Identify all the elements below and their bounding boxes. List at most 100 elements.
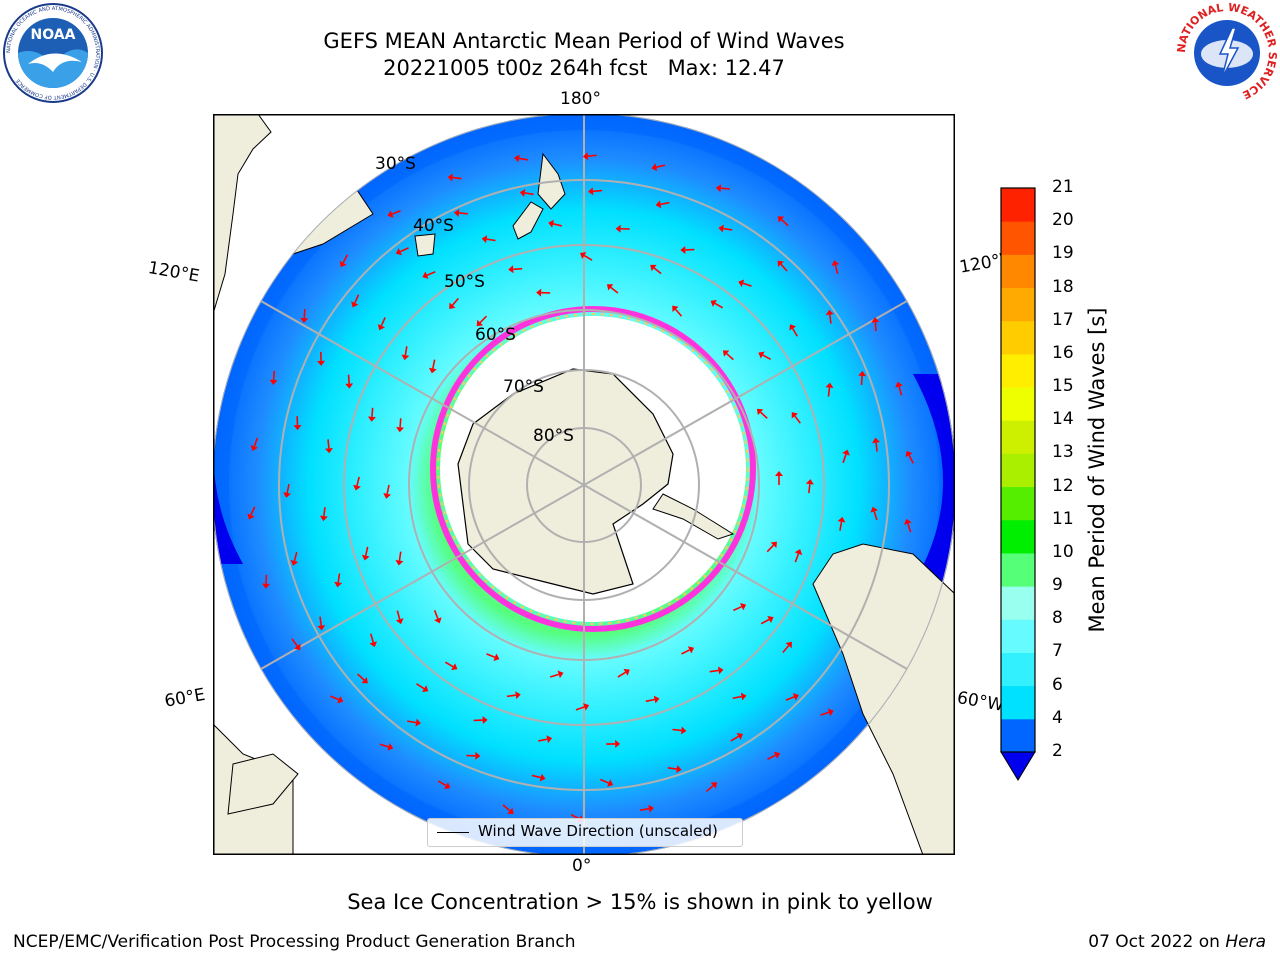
wind-arrow — [407, 720, 417, 724]
wind-arrow-head — [339, 260, 347, 268]
wind-arrow — [399, 247, 409, 253]
wind-arrow-head — [294, 643, 301, 651]
wind-arrow-head — [449, 302, 456, 309]
wind-arrow — [617, 671, 626, 678]
wind-arrow-head — [653, 695, 660, 704]
lon-label-120e: 120°E — [146, 258, 201, 287]
wind-arrow — [592, 189, 603, 193]
wind-arrow — [714, 302, 724, 309]
colorbar-segment — [1001, 486, 1035, 521]
wind-arrow — [396, 610, 401, 620]
lon-label-180: 180° — [560, 89, 601, 109]
wind-arrow — [827, 387, 831, 397]
wind-arrow — [458, 212, 468, 215]
wind-arrow-head — [579, 252, 587, 260]
colorbar-tick-label: 13 — [1052, 442, 1074, 463]
wind-arrow — [342, 254, 349, 264]
wind-arrow — [291, 638, 298, 647]
wind-arrow-head — [493, 653, 500, 661]
wind-arrow — [762, 354, 772, 361]
wind-arrow-head — [395, 247, 402, 256]
wind-arrow-head — [345, 383, 354, 389]
wind-arrow-head — [680, 245, 686, 254]
lon-label-0: 0° — [572, 856, 592, 876]
wind-arrow-head — [387, 743, 394, 751]
wind-arrow-head — [758, 351, 765, 359]
polar-map: 30°S 40°S 50°S 60°S 70°S 80°S — [213, 114, 955, 855]
wind-arrow-head — [655, 200, 662, 209]
wind-arrow — [583, 254, 593, 261]
wind-arrow — [660, 201, 670, 206]
wind-arrow-head — [672, 305, 679, 313]
wind-arrow-head — [895, 381, 903, 388]
wind-arrow — [391, 209, 401, 215]
wind-arrow-head — [651, 163, 658, 172]
wind-arrow — [513, 267, 523, 271]
wind-arrow-head — [557, 670, 564, 679]
colorbar-segment — [1001, 353, 1035, 388]
legend-label: Wind Wave Direction (unscaled) — [478, 822, 718, 840]
wind-arrow-head — [428, 367, 437, 374]
wind-arrow — [610, 286, 619, 294]
sea-ice-note: Sea Ice Concentration > 15% is shown in … — [347, 890, 933, 914]
wind-arrow — [552, 223, 563, 227]
wind-arrow — [834, 264, 839, 275]
colorbar-segment — [1001, 387, 1035, 421]
wind-arrow-head — [805, 479, 814, 485]
wind-arrow-head — [377, 324, 386, 331]
colorbar-segment — [1001, 221, 1035, 255]
wind-arrow — [720, 187, 730, 190]
colorbar-segment — [1001, 619, 1035, 653]
wind-arrow-head — [536, 288, 542, 297]
wind-arrow — [780, 219, 789, 227]
wind-arrow — [356, 476, 360, 486]
wind-arrow-head — [687, 646, 695, 654]
wind-arrow-head — [680, 726, 687, 735]
wind-arrow — [337, 573, 341, 583]
wind-arrow — [672, 728, 682, 732]
wind-arrow-head — [353, 484, 361, 491]
colorbar-tick-label: 14 — [1052, 409, 1074, 430]
wind-arrow-head — [842, 449, 850, 456]
wind-arrow — [873, 511, 878, 521]
lat-label-60s: 60°S — [475, 325, 516, 345]
wind-arrow — [780, 263, 788, 272]
wind-arrow-head — [740, 692, 747, 701]
colorbar-segment — [1001, 586, 1035, 620]
wind-arrow-head — [514, 154, 520, 163]
wind-arrow-head — [290, 559, 299, 566]
footer-machine: Hera — [1225, 932, 1266, 952]
wind-arrow-head — [583, 703, 590, 711]
wind-arrow-head — [269, 379, 278, 385]
wind-arrow-head — [539, 773, 546, 782]
wind-arrow — [782, 645, 790, 654]
wind-arrow-head — [481, 235, 488, 244]
colorbar-segment — [1001, 287, 1035, 322]
wind-arrow-head — [319, 515, 328, 522]
wind-arrow-head — [872, 437, 881, 444]
lat-label-80s: 80°S — [533, 426, 574, 446]
wind-arrow-head — [827, 708, 834, 717]
wind-arrow-head — [607, 779, 614, 787]
wind-arrow — [330, 695, 340, 701]
wind-arrow — [452, 176, 462, 180]
wind-arrow-head — [367, 416, 376, 422]
wind-arrow — [399, 418, 402, 428]
wind-arrow-head — [775, 471, 783, 476]
wind-arrow — [907, 523, 912, 533]
wind-arrow-head — [395, 618, 404, 625]
wind-arrow-head — [422, 271, 429, 279]
noaa-logo: NOAA NATIONAL OCEANIC AND ATMOSPHERIC AD… — [2, 2, 104, 104]
wind-arrow — [726, 353, 734, 361]
wind-arrow — [303, 309, 306, 319]
wind-arrow — [286, 484, 290, 494]
wind-arrow-head — [324, 447, 333, 454]
wind-arrow-head — [718, 224, 724, 233]
wind-arrow-head — [738, 279, 745, 288]
colorbar-segment — [1001, 652, 1035, 687]
wind-arrow — [645, 698, 655, 703]
wind-arrow-head — [361, 677, 368, 684]
wind-arrow-head — [434, 617, 442, 624]
wind-arrow — [791, 328, 798, 337]
land-madagascar — [227, 753, 299, 815]
